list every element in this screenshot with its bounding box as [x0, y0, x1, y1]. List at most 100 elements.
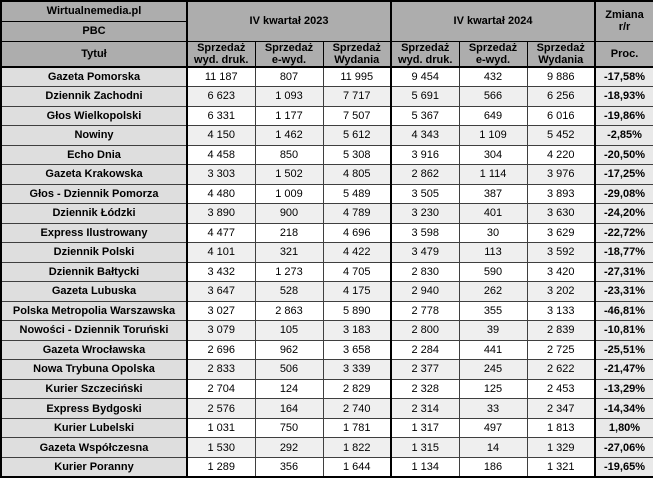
newspaper-title-cell: Kurier Poranny [0, 456, 188, 478]
sales-2024-total-cell: 1 813 [526, 417, 596, 439]
sales-2023-total-cell: 5 489 [322, 183, 392, 205]
column-header-2024-total-sales: Sprzedaż Wydania [526, 40, 596, 68]
newspaper-title-cell: Express Ilustrowany [0, 222, 188, 244]
sales-2023-total-cell: 5 612 [322, 125, 392, 146]
sales-2024-total-cell: 9 886 [526, 66, 596, 88]
sales-2023-edition-cell: 1 009 [254, 183, 324, 205]
sales-2024-edition-cell: 304 [458, 144, 528, 166]
sales-2023-print-cell: 4 101 [186, 242, 256, 263]
newspaper-title-cell: Głos - Dziennik Pomorza [0, 183, 188, 205]
change-percent-cell: -19,86% [594, 105, 653, 127]
table-body: Gazeta Pomorska 11 187 807 11 995 9 454 … [0, 66, 653, 478]
newspaper-title-cell: Dziennik Łódzki [0, 203, 188, 224]
newspaper-title-cell: Nowości - Dziennik Toruński [0, 320, 188, 341]
change-percent-cell: -17,25% [594, 164, 653, 185]
sales-2024-edition-cell: 355 [458, 300, 528, 322]
table-row: Nowości - Dziennik Toruński 3 079 105 3 … [0, 320, 653, 341]
sales-2023-edition-cell: 321 [254, 242, 324, 263]
change-percent-cell: -46,81% [594, 300, 653, 322]
source-label-pbc: PBC [0, 20, 188, 42]
sales-2024-print-cell: 1 134 [390, 456, 460, 478]
table-row: Dziennik Zachodni 6 623 1 093 7 717 5 69… [0, 86, 653, 107]
column-header-2023-total-sales: Sprzedaż Wydania [322, 40, 392, 68]
sales-2023-edition-cell: 1 502 [254, 164, 324, 185]
sales-2024-total-cell: 3 420 [526, 261, 596, 283]
table-row: Gazeta Pomorska 11 187 807 11 995 9 454 … [0, 66, 653, 88]
table-row: Kurier Poranny 1 289 356 1 644 1 134 186… [0, 456, 653, 478]
sales-2023-total-cell: 4 422 [322, 242, 392, 263]
sales-2023-total-cell: 5 308 [322, 144, 392, 166]
table-row: Kurier Szczeciński 2 704 124 2 829 2 328… [0, 378, 653, 400]
change-percent-cell: -13,29% [594, 378, 653, 400]
sales-2023-edition-cell: 124 [254, 378, 324, 400]
sales-2024-print-cell: 3 598 [390, 222, 460, 244]
sales-2023-print-cell: 1 530 [186, 437, 256, 458]
sales-2023-print-cell: 1 289 [186, 456, 256, 478]
sales-2023-total-cell: 7 507 [322, 105, 392, 127]
source-label-wirtualnemedia: Wirtualnemedia.pl [0, 0, 188, 22]
sales-2023-edition-cell: 962 [254, 339, 324, 361]
sales-2024-print-cell: 2 940 [390, 281, 460, 302]
newspaper-title-cell: Gazeta Wrocławska [0, 339, 188, 361]
table-row: Express Ilustrowany 4 477 218 4 696 3 59… [0, 222, 653, 244]
sales-2024-total-cell: 3 629 [526, 222, 596, 244]
sales-2024-edition-cell: 1 109 [458, 125, 528, 146]
newspaper-title-cell: Kurier Lubelski [0, 417, 188, 439]
sales-2023-total-cell: 2 740 [322, 398, 392, 419]
sales-2024-edition-cell: 590 [458, 261, 528, 283]
sales-2024-total-cell: 6 256 [526, 86, 596, 107]
sales-2024-total-cell: 1 321 [526, 456, 596, 478]
table-row: Nowiny 4 150 1 462 5 612 4 343 1 109 5 4… [0, 125, 653, 146]
sales-2023-print-cell: 3 079 [186, 320, 256, 341]
newspaper-title-cell: Gazeta Lubuska [0, 281, 188, 302]
sales-2023-edition-cell: 356 [254, 456, 324, 478]
sales-2024-print-cell: 3 916 [390, 144, 460, 166]
newspaper-title-cell: Dziennik Polski [0, 242, 188, 263]
sales-2024-total-cell: 2 453 [526, 378, 596, 400]
sales-2024-edition-cell: 1 114 [458, 164, 528, 185]
sales-2024-total-cell: 5 452 [526, 125, 596, 146]
sales-2023-print-cell: 3 647 [186, 281, 256, 302]
sales-2023-print-cell: 2 696 [186, 339, 256, 361]
table-row: Gazeta Wrocławska 2 696 962 3 658 2 284 … [0, 339, 653, 361]
column-header-2023-print-sales: Sprzedaż wyd. druk. [186, 40, 256, 68]
sales-2023-print-cell: 6 331 [186, 105, 256, 127]
sales-2023-total-cell: 4 789 [322, 203, 392, 224]
column-header-change-percent: Proc. [594, 40, 653, 68]
sales-2023-print-cell: 3 303 [186, 164, 256, 185]
sales-2024-edition-cell: 245 [458, 359, 528, 380]
sales-2024-edition-cell: 30 [458, 222, 528, 244]
sales-2024-edition-cell: 441 [458, 339, 528, 361]
change-percent-cell: -24,20% [594, 203, 653, 224]
newspaper-title-cell: Dziennik Bałtycki [0, 261, 188, 283]
change-percent-cell: -27,06% [594, 437, 653, 458]
sales-2023-edition-cell: 1 273 [254, 261, 324, 283]
sales-2023-total-cell: 3 339 [322, 359, 392, 380]
newspaper-title-cell: Głos Wielkopolski [0, 105, 188, 127]
table-row: Dziennik Bałtycki 3 432 1 273 4 705 2 83… [0, 261, 653, 283]
sales-2024-edition-cell: 401 [458, 203, 528, 224]
sales-2023-print-cell: 1 031 [186, 417, 256, 439]
sales-2023-edition-cell: 1 177 [254, 105, 324, 127]
sales-2024-print-cell: 2 830 [390, 261, 460, 283]
newspaper-title-cell: Gazeta Krakowska [0, 164, 188, 185]
sales-2023-total-cell: 4 705 [322, 261, 392, 283]
sales-2024-print-cell: 2 778 [390, 300, 460, 322]
sales-2024-print-cell: 4 343 [390, 125, 460, 146]
sales-2023-edition-cell: 1 462 [254, 125, 324, 146]
sales-2023-print-cell: 4 458 [186, 144, 256, 166]
change-percent-cell: 1,80% [594, 417, 653, 439]
change-percent-cell: -19,65% [594, 456, 653, 478]
sales-2024-edition-cell: 649 [458, 105, 528, 127]
sales-2024-total-cell: 3 976 [526, 164, 596, 185]
sales-2024-total-cell: 2 622 [526, 359, 596, 380]
table-row: Echo Dnia 4 458 850 5 308 3 916 304 4 22… [0, 144, 653, 166]
sales-2023-print-cell: 3 432 [186, 261, 256, 283]
sales-2024-total-cell: 2 725 [526, 339, 596, 361]
sales-2023-total-cell: 3 658 [322, 339, 392, 361]
sales-2024-total-cell: 6 016 [526, 105, 596, 127]
sales-2024-total-cell: 2 347 [526, 398, 596, 419]
table-row: Głos Wielkopolski 6 331 1 177 7 507 5 36… [0, 105, 653, 127]
table-row: Dziennik Łódzki 3 890 900 4 789 3 230 40… [0, 203, 653, 224]
